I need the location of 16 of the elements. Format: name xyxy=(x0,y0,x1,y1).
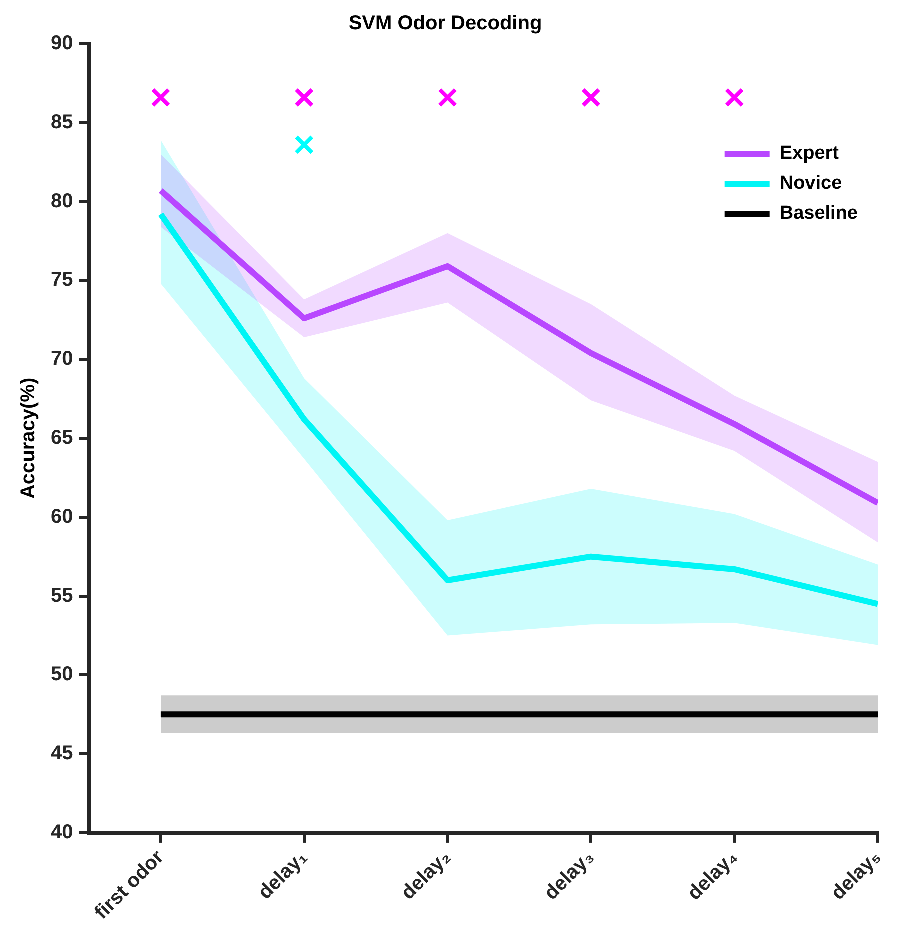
y-tick-label: 80 xyxy=(50,190,74,212)
y-tick-label: 70 xyxy=(50,348,74,370)
y-tick-label: 40 xyxy=(50,821,74,844)
y-tick-label: 75 xyxy=(50,269,74,292)
legend-label: Novice xyxy=(780,173,842,194)
y-tick-label: 90 xyxy=(50,32,74,55)
y-tick-label: 65 xyxy=(50,427,74,449)
y-tick-label: 60 xyxy=(50,506,74,528)
chart-title: SVM Odor Decoding xyxy=(348,12,542,35)
y-axis-title: Accuracy(%) xyxy=(18,378,40,500)
y-tick-label: 50 xyxy=(50,664,74,686)
y-tick-label: 55 xyxy=(50,584,74,607)
legend-label: Baseline xyxy=(780,203,858,224)
legend-label: Expert xyxy=(780,143,840,164)
y-tick-label: 85 xyxy=(50,111,74,134)
y-tick-label: 45 xyxy=(50,742,74,765)
